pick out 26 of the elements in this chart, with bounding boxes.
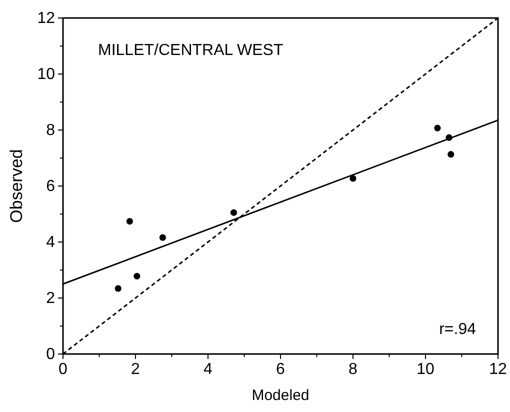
x-axis-title: Modeled bbox=[252, 387, 310, 404]
point bbox=[126, 218, 133, 225]
y-tick-label: 8 bbox=[46, 122, 56, 139]
point bbox=[350, 175, 356, 182]
x-tick-label: 12 bbox=[489, 361, 507, 378]
annotation: MILLET/CENTRAL WEST bbox=[98, 42, 284, 59]
point bbox=[230, 209, 238, 216]
point bbox=[114, 285, 122, 292]
y-tick-label: 2 bbox=[46, 290, 56, 307]
x-tick-label: 4 bbox=[204, 361, 213, 378]
point bbox=[448, 151, 454, 158]
y-axis-title: Observed bbox=[7, 149, 26, 223]
x-tick-label: 8 bbox=[348, 361, 358, 378]
x-tick-label: 6 bbox=[276, 361, 286, 378]
y-tick-label: 6 bbox=[46, 178, 56, 195]
y-tick-label: 12 bbox=[37, 10, 56, 27]
x-tick-label: 2 bbox=[131, 361, 140, 378]
y-tick-label: 0 bbox=[46, 346, 56, 363]
x-tick-label: 10 bbox=[416, 361, 434, 378]
x-tick-label: 0 bbox=[58, 361, 68, 378]
point bbox=[159, 234, 166, 241]
point bbox=[134, 272, 140, 280]
y-tick-label: 10 bbox=[37, 66, 56, 83]
y-tick-label: 4 bbox=[46, 234, 56, 251]
annotation: r=.94 bbox=[439, 321, 476, 338]
point bbox=[434, 124, 441, 132]
